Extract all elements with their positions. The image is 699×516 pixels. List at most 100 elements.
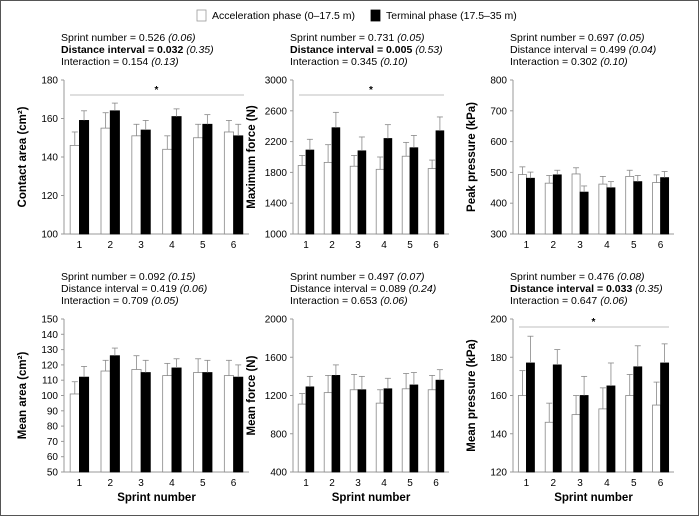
bar-terminal	[606, 385, 616, 473]
bar-acceleration	[100, 370, 111, 473]
y-tick-label: 110	[42, 376, 58, 387]
stat-prefix: Sprint number =	[61, 32, 139, 44]
bar-acceleration	[323, 161, 333, 235]
stat-effect-size: (0.10)	[380, 56, 407, 68]
x-tick-label: 2	[107, 240, 113, 251]
bar-acceleration	[162, 148, 173, 235]
chart-panel-4: Sprint number = 0.092 (0.15)Distance int…	[17, 271, 249, 504]
bar-terminal	[579, 395, 589, 473]
legend-swatch-terminal	[370, 9, 381, 22]
x-tick-label: 5	[631, 478, 637, 489]
stat-value: 0.419	[151, 283, 180, 295]
bar-acceleration	[401, 155, 411, 235]
stat-value: 0.499	[600, 44, 629, 56]
stat-prefix: Interaction =	[510, 295, 571, 307]
bar-terminal	[202, 123, 213, 235]
bar-terminal	[171, 116, 182, 235]
bar-terminal	[552, 364, 562, 473]
stat-effect-size: (0.53)	[415, 44, 442, 56]
stat-value: 0.154	[122, 56, 151, 68]
stat-effect-size: (0.06)	[600, 295, 627, 307]
y-tick-label: 140	[41, 153, 58, 164]
y-tick-label: 2200	[265, 137, 288, 148]
bar-terminal	[409, 147, 419, 235]
stat-line: Distance interval = 0.032 (0.35)	[61, 44, 214, 56]
bar-acceleration	[162, 375, 173, 473]
y-axis-label: Mean area (cm²)	[17, 352, 29, 440]
bar-terminal	[633, 181, 643, 235]
charts: Sprint number = 0.526 (0.06) Distance int…	[17, 32, 674, 504]
x-tick-label: 1	[524, 478, 530, 489]
x-tick-label: 6	[433, 478, 439, 489]
bar-acceleration	[427, 389, 437, 473]
stat-prefix: Sprint number =	[290, 271, 368, 283]
bar-terminal	[383, 388, 393, 473]
stat-prefix: Interaction =	[290, 56, 351, 68]
legend-swatch-acceleration	[196, 9, 207, 22]
bar-acceleration	[375, 168, 385, 235]
y-tick-label: 140	[41, 330, 58, 341]
bar-acceleration	[131, 369, 142, 473]
y-tick-label: 180	[490, 353, 507, 364]
stat-effect-size: (0.10)	[600, 56, 627, 68]
legend-label-terminal: Terminal phase (17.5–35 m)	[386, 10, 517, 22]
y-tick-label: 800	[490, 76, 507, 87]
stat-line: Interaction = 0.154 (0.13)	[61, 56, 179, 68]
stat-value: 0.526	[139, 32, 168, 44]
stat-prefix: Distance interval =	[510, 44, 600, 56]
x-tick-label: 5	[200, 478, 206, 489]
bar-acceleration	[598, 183, 608, 235]
y-tick-label: 120	[41, 191, 58, 202]
chart-panel-5: Sprint number = 0.497 (0.07)Distance int…	[246, 271, 449, 504]
y-tick-label: 1200	[265, 391, 288, 402]
bar-terminal	[409, 384, 419, 473]
bar-acceleration	[349, 389, 359, 473]
y-tick-label: 120	[41, 360, 58, 371]
x-tick-label: 5	[407, 478, 413, 489]
x-tick-label: 2	[550, 240, 556, 251]
stat-line: Distance interval = 0.005 (0.53)	[290, 44, 443, 56]
bar-terminal	[140, 129, 151, 235]
x-tick-label: 5	[200, 240, 206, 251]
bar-acceleration	[193, 372, 204, 473]
bar-terminal	[435, 379, 445, 473]
bar-terminal	[331, 375, 341, 473]
bar-acceleration	[571, 414, 581, 473]
x-tick-label: 3	[355, 478, 361, 489]
stat-line: Sprint number = 0.476 (0.08)	[510, 271, 645, 283]
bar-acceleration	[517, 395, 527, 473]
x-tick-label: 1	[303, 478, 309, 489]
x-tick-label: 6	[231, 478, 237, 489]
bar-terminal	[383, 138, 393, 235]
stat-value: 0.653	[351, 295, 380, 307]
stat-prefix: Sprint number =	[510, 271, 588, 283]
y-tick-label: 90	[47, 406, 59, 417]
stat-value: 0.476	[588, 271, 617, 283]
stat-effect-size: (0.24)	[409, 283, 436, 295]
bar-terminal	[233, 135, 244, 235]
x-tick-label: 4	[169, 478, 175, 489]
bar-acceleration	[223, 131, 234, 235]
stat-effect-size: (0.05)	[617, 32, 644, 44]
stat-value: 0.092	[139, 271, 168, 283]
x-axis-label: Sprint number	[554, 492, 633, 504]
y-tick-label: 1000	[265, 230, 288, 241]
x-tick-label: 2	[329, 240, 335, 251]
stat-line: Interaction = 0.647 (0.06)	[510, 295, 628, 307]
bar-terminal	[606, 187, 616, 235]
x-tick-label: 1	[77, 240, 83, 251]
y-axis-label: Mean force (N)	[246, 355, 258, 435]
stat-line: Interaction = 0.709 (0.05)	[61, 295, 179, 307]
chart-panel-1: Sprint number = 0.526 (0.06)Distance int…	[17, 32, 249, 251]
bar-acceleration	[625, 176, 635, 235]
significance-marker: *	[155, 85, 159, 96]
bar-terminal	[233, 376, 244, 473]
y-tick-label: 2000	[265, 315, 288, 326]
bar-terminal	[79, 376, 90, 473]
x-tick-label: 4	[381, 240, 387, 251]
bar-acceleration	[349, 165, 359, 235]
stat-effect-size: (0.05)	[397, 32, 424, 44]
y-tick-label: 50	[47, 468, 59, 479]
bar-terminal	[633, 366, 643, 473]
